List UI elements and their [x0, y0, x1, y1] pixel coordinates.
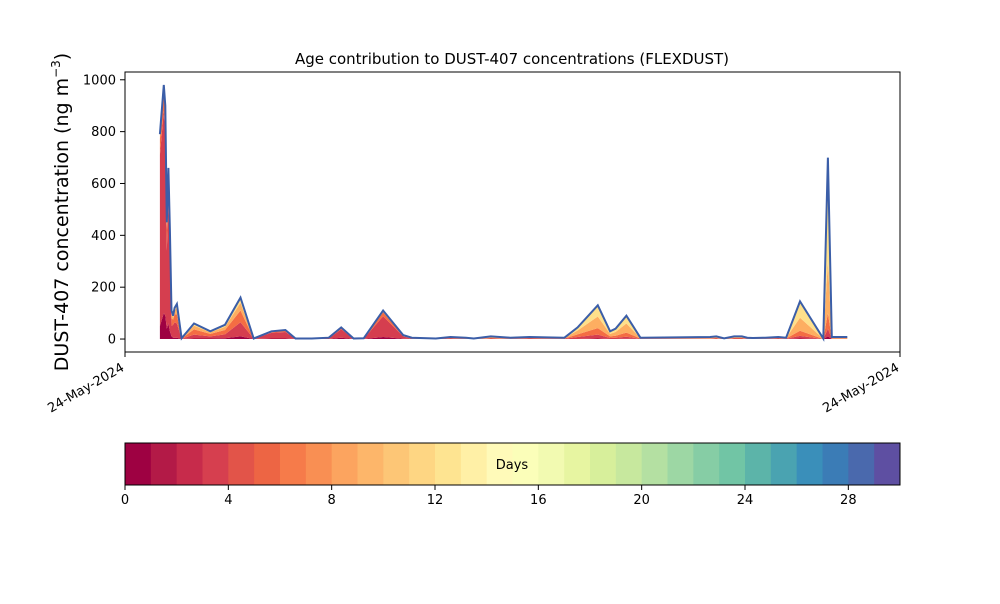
colorbar: 0 4 8 12 16 20 24 28 — [121, 443, 901, 508]
colorbar-tick-label: 24 — [737, 493, 754, 508]
colorbar-swatch — [280, 443, 307, 485]
colorbar-swatch — [228, 443, 255, 485]
colorbar-swatch — [512, 443, 539, 485]
colorbar-swatch — [796, 443, 823, 485]
colorbar-tick-label: 4 — [224, 493, 232, 508]
colorbar-swatch — [564, 443, 591, 485]
colorbar-swatch — [874, 443, 901, 485]
y-tick-label: 400 — [91, 229, 116, 244]
colorbar-swatch — [460, 443, 488, 485]
colorbar-swatch — [409, 443, 436, 485]
colorbar-swatch — [822, 443, 849, 485]
colorbar-swatch — [486, 443, 513, 485]
colorbar-swatch — [357, 443, 384, 485]
colorbar-swatch — [745, 443, 772, 485]
colorbar-swatch — [667, 443, 694, 485]
chart-title: Age contribution to DUST-407 concentrati… — [295, 50, 729, 68]
colorbar-swatch — [693, 443, 720, 485]
colorbar-label: Days — [496, 458, 529, 473]
y-tick-label: 600 — [91, 177, 116, 192]
colorbar-swatch — [641, 443, 668, 485]
y-tick-label: 0 — [108, 333, 116, 348]
plot-frame — [124, 71, 901, 353]
colorbar-tick-label: 20 — [633, 493, 650, 508]
colorbar-swatch — [150, 443, 178, 485]
colorbar-swatch — [254, 443, 281, 485]
colorbar-swatch — [176, 443, 203, 485]
colorbar-swatch — [331, 443, 358, 485]
colorbar-tick-label: 16 — [530, 493, 547, 508]
colorbar-tick-label: 0 — [121, 493, 129, 508]
colorbar-tick-label: 12 — [427, 493, 444, 508]
colorbar-swatch — [770, 443, 798, 485]
total-concentration-line — [158, 84, 848, 342]
colorbar-swatch — [202, 443, 229, 485]
colorbar-frame — [124, 442, 901, 486]
colorbar-swatch — [435, 443, 462, 485]
colorbar-swatch — [848, 443, 875, 485]
y-tick-label: 1000 — [83, 73, 116, 88]
colorbar-tick-label: 28 — [840, 493, 857, 508]
colorbar-swatch — [615, 443, 643, 485]
y-axis: 0 200 400 600 800 1000 — [83, 73, 125, 348]
colorbar-swatch — [538, 443, 565, 485]
colorbar-swatch — [719, 443, 746, 485]
colorbar-swatch — [305, 443, 333, 485]
y-axis-label: DUST-407 concentration (ng m−3) — [49, 53, 73, 371]
colorbar-swatch — [590, 443, 617, 485]
colorbar-tick-label: 8 — [328, 493, 336, 508]
y-tick-label: 200 — [91, 281, 116, 296]
colorbar-swatch — [383, 443, 410, 485]
y-tick-label: 800 — [91, 125, 116, 140]
colorbar-swatch — [125, 443, 152, 485]
